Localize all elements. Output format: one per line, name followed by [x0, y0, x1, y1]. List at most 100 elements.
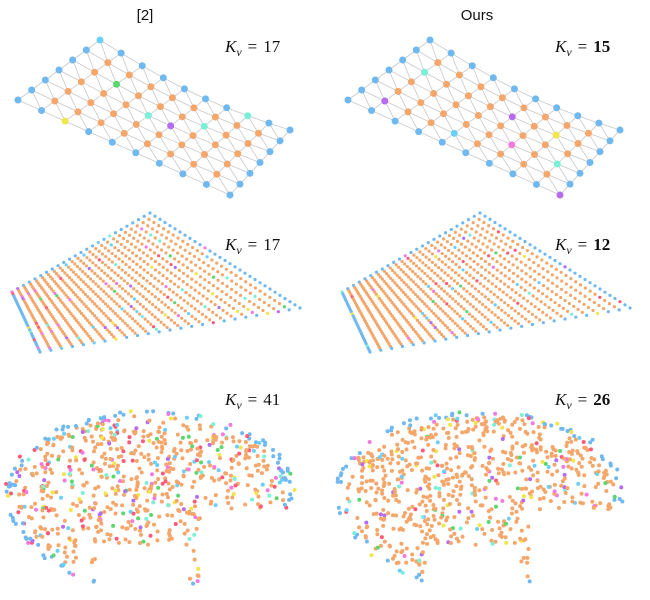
mesh-vertex	[415, 264, 418, 267]
mesh-vertex	[147, 332, 150, 335]
mesh-vertex	[38, 107, 45, 114]
mesh-vertex	[252, 303, 255, 306]
mesh-edge	[430, 40, 451, 53]
mesh-vertex	[484, 236, 487, 239]
mesh-vertex	[187, 322, 190, 325]
mesh-vertex	[426, 443, 430, 447]
mesh-vertex	[132, 430, 136, 434]
mesh-vertex	[265, 468, 269, 472]
mesh-edge	[226, 135, 248, 143]
mesh-vertex	[538, 432, 542, 436]
mesh-vertex	[116, 240, 119, 243]
mesh-vertex	[99, 511, 103, 515]
mesh-vertex	[224, 471, 228, 475]
mesh-vertex	[161, 421, 165, 425]
mesh-vertex	[516, 266, 519, 269]
mesh-vertex	[417, 573, 421, 577]
mesh-vertex	[262, 464, 266, 468]
mesh-vertex	[465, 413, 469, 417]
mesh-vertex	[551, 309, 554, 312]
mesh-vertex	[447, 249, 450, 252]
mesh-vertex	[441, 310, 444, 313]
mesh-vertex	[75, 504, 79, 508]
mesh-vertex	[167, 151, 174, 158]
mesh-vertex	[529, 275, 532, 278]
mesh-vertex	[223, 319, 226, 322]
mesh-vertex	[474, 318, 477, 321]
mesh-vertex	[112, 237, 115, 240]
mesh-vertex	[462, 237, 465, 240]
mesh-vertex	[509, 113, 516, 120]
mesh-vertex	[439, 515, 443, 519]
mesh-vertex	[113, 81, 120, 88]
mesh-vertex	[529, 495, 533, 499]
mesh-vertex	[252, 449, 256, 453]
mesh-vertex	[223, 259, 226, 262]
mesh-vertex	[48, 468, 52, 472]
mesh-vertex	[232, 492, 236, 496]
mesh-vertex	[199, 267, 202, 270]
mesh-vertex	[469, 465, 473, 469]
mesh-vertex	[368, 107, 375, 114]
mesh-vertex	[177, 260, 180, 263]
mesh-vertex	[96, 274, 99, 277]
mesh-vertex	[208, 273, 211, 276]
mesh-vertex	[462, 149, 469, 156]
mesh-vertex	[443, 246, 446, 249]
mesh-vertex	[42, 478, 46, 482]
mesh-vertex	[110, 110, 117, 117]
mesh-vertex	[435, 463, 439, 467]
mesh-edge	[248, 144, 270, 152]
kv-label: Kv=12	[554, 235, 610, 257]
mesh-vertex	[455, 417, 459, 421]
mesh-vertex	[481, 303, 484, 306]
mesh-vertex	[553, 259, 556, 262]
mesh-vertex	[130, 295, 133, 298]
mesh-vertex	[74, 273, 77, 276]
mesh-vertex	[96, 421, 100, 425]
kv-equals: =	[578, 235, 588, 254]
mesh-vertex	[580, 465, 584, 469]
mesh-vertex	[56, 527, 60, 531]
mesh-vertex	[61, 269, 64, 272]
mesh-vertex	[492, 266, 495, 269]
mesh-vertex	[396, 447, 400, 451]
mesh-vertex	[114, 231, 117, 234]
mesh-edge	[425, 72, 447, 84]
mesh-vertex	[144, 517, 148, 521]
mesh-vertex	[118, 257, 121, 260]
mesh-vertex	[495, 236, 498, 239]
mesh-vertex	[132, 512, 136, 516]
mesh-vertex	[424, 437, 428, 441]
mesh-vertex	[454, 231, 457, 234]
mesh-vertex	[173, 257, 176, 260]
mesh-vertex	[288, 300, 291, 303]
mesh-vertex	[609, 480, 613, 484]
mesh-vertex	[46, 543, 50, 547]
mesh-vertex	[511, 288, 514, 291]
mesh-vertex	[263, 293, 266, 296]
mesh-vertex	[196, 567, 200, 571]
mesh-vertex	[122, 474, 126, 478]
mesh-vertex	[131, 329, 134, 332]
mesh-vertex	[406, 441, 410, 445]
mesh-vertex	[511, 85, 518, 92]
mesh-vertex	[488, 271, 491, 274]
mesh-vertex	[603, 481, 607, 485]
mesh-vertex	[174, 311, 177, 314]
mesh-vertex	[39, 527, 43, 531]
mesh-vertex	[169, 94, 176, 101]
mesh-vertex	[178, 509, 182, 513]
mesh-vertex	[34, 535, 38, 539]
mesh-vertex	[497, 230, 500, 233]
mesh-vertex	[170, 319, 173, 322]
mesh-vertex	[520, 325, 523, 328]
mesh-vertex	[27, 515, 31, 519]
mesh-vertex	[142, 295, 145, 298]
mesh-vertex	[128, 488, 132, 492]
mesh-vertex	[190, 304, 193, 307]
kv-label: Kv=17	[224, 235, 281, 257]
mesh-vertex	[496, 520, 500, 524]
mesh-vertex	[254, 464, 258, 468]
mesh-vertex	[490, 311, 493, 314]
